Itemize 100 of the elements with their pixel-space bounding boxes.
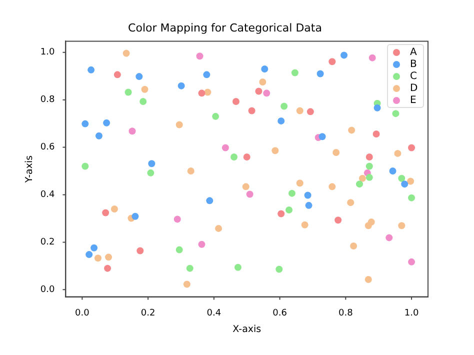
y-tick-label: 0.8 — [40, 95, 55, 106]
point — [242, 183, 250, 190]
point — [306, 108, 314, 116]
point — [278, 117, 285, 124]
point — [348, 126, 356, 134]
point — [259, 78, 266, 86]
point — [366, 162, 373, 170]
point — [316, 70, 324, 78]
point — [328, 58, 336, 66]
point — [407, 178, 414, 185]
point — [398, 174, 406, 182]
x-tick-label: 0.4 — [206, 308, 222, 319]
point — [212, 112, 220, 120]
point — [103, 119, 110, 126]
point — [408, 144, 416, 152]
legend-label: E — [410, 94, 416, 106]
point — [174, 216, 181, 223]
point — [364, 276, 372, 283]
point — [374, 104, 381, 112]
y-axis-title: Y-axis — [24, 155, 36, 184]
point — [136, 73, 143, 80]
point — [86, 251, 93, 258]
point — [296, 107, 304, 114]
y-tick-label: 1.0 — [40, 48, 55, 58]
legend-label: B — [410, 58, 417, 70]
point — [132, 212, 139, 220]
point — [332, 149, 340, 156]
point — [222, 144, 229, 152]
point — [328, 183, 336, 190]
point — [203, 71, 210, 78]
point — [318, 133, 326, 140]
point — [95, 132, 102, 140]
point — [334, 216, 342, 224]
point — [176, 121, 183, 128]
point — [110, 205, 118, 212]
point — [198, 240, 206, 248]
point — [305, 202, 312, 209]
point — [280, 102, 288, 110]
point — [364, 222, 372, 230]
point — [366, 154, 373, 161]
point — [124, 88, 132, 96]
point — [255, 88, 262, 95]
point — [296, 180, 304, 187]
point — [408, 258, 416, 266]
point — [304, 192, 312, 199]
point — [196, 52, 204, 60]
y-tick-label: 0.0 — [40, 285, 55, 296]
point — [386, 234, 393, 242]
point — [286, 206, 293, 214]
point — [148, 160, 156, 168]
legend-label: A — [410, 46, 417, 58]
point — [198, 90, 206, 97]
point — [105, 254, 112, 261]
x-tick-label: 1.0 — [404, 308, 419, 319]
point — [248, 107, 256, 114]
x-tick-label: 0.8 — [338, 308, 354, 319]
point — [206, 197, 214, 204]
chart-title: Color Mapping for Categorical Data — [128, 21, 322, 34]
point — [392, 110, 400, 118]
x-axis-title: X-axis — [232, 324, 262, 335]
point — [90, 244, 98, 252]
point — [408, 194, 416, 202]
point — [288, 190, 296, 197]
x-tick-label: 0.6 — [272, 308, 288, 319]
point — [398, 222, 406, 230]
point — [356, 180, 363, 188]
point — [183, 280, 190, 288]
point — [261, 65, 268, 72]
point — [301, 221, 308, 228]
point — [136, 247, 144, 254]
point — [232, 98, 240, 105]
y-tick-label: 0.2 — [40, 238, 55, 248]
point — [246, 190, 254, 198]
point — [358, 174, 366, 182]
x-tick-label: 0.2 — [140, 308, 156, 319]
point — [94, 254, 102, 262]
point — [82, 162, 89, 170]
point — [394, 150, 402, 157]
y-tick-label: 0.4 — [40, 190, 55, 200]
point — [186, 264, 194, 272]
point — [278, 210, 285, 218]
point — [122, 50, 130, 57]
point — [291, 69, 298, 76]
point — [104, 264, 112, 272]
point — [204, 88, 212, 96]
point — [272, 147, 279, 154]
point — [350, 242, 358, 250]
point — [128, 128, 136, 135]
legend-label: D — [410, 82, 418, 94]
point — [230, 154, 238, 161]
point — [178, 82, 185, 90]
legend-label: C — [410, 70, 417, 82]
x-tick-label: 0.0 — [75, 308, 90, 319]
point — [366, 174, 373, 181]
point — [187, 168, 194, 175]
point — [176, 246, 183, 254]
point — [234, 264, 242, 271]
point — [243, 154, 250, 161]
point — [215, 224, 222, 232]
point — [141, 86, 148, 93]
